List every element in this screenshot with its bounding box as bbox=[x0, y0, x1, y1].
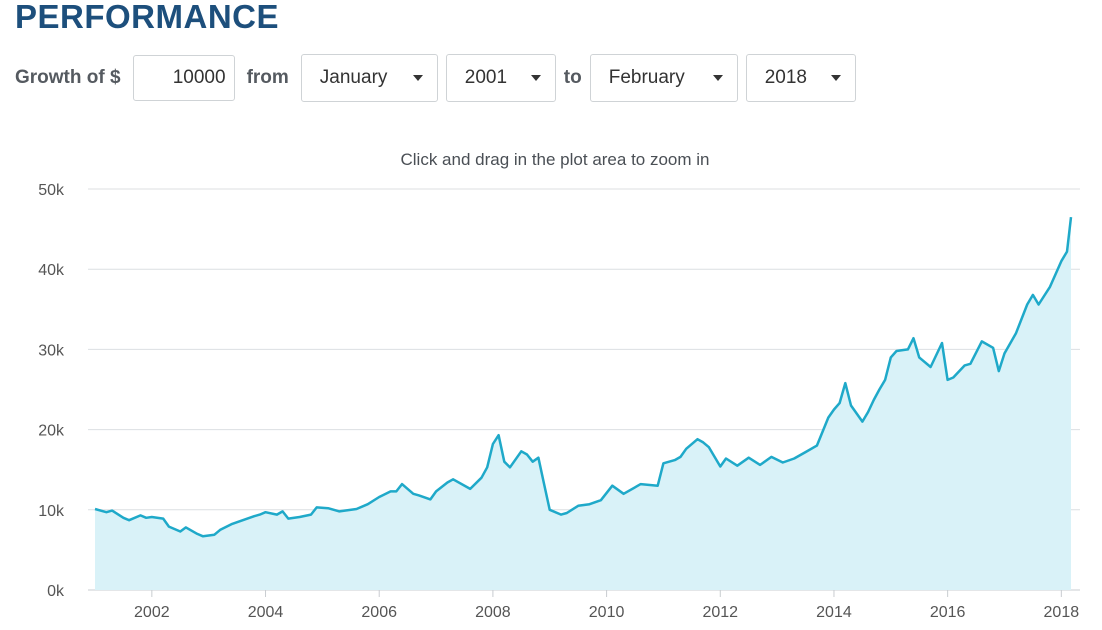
start-year-value: 2001 bbox=[464, 67, 508, 88]
y-tick-label: 10k bbox=[38, 503, 65, 520]
x-tick-label: 2012 bbox=[702, 604, 738, 621]
y-tick-label: 20k bbox=[38, 423, 65, 440]
start-month-value: January bbox=[319, 67, 388, 88]
growth-line bbox=[94, 216, 1073, 538]
end-year-dropdown[interactable]: 2018 bbox=[745, 54, 856, 102]
growth-controls: Growth of $ from January 2001 to Februar… bbox=[15, 53, 856, 103]
x-tick-label: 2008 bbox=[475, 604, 511, 621]
caret-down-icon bbox=[712, 75, 723, 81]
y-tick-label: 50k bbox=[38, 182, 65, 199]
end-month-value: February bbox=[608, 67, 685, 88]
to-label: to bbox=[563, 67, 582, 88]
x-tick-label: 2004 bbox=[248, 604, 284, 621]
y-tick-label: 30k bbox=[38, 342, 65, 359]
y-axis: 0k 10k 20k 30k 40k 50k bbox=[38, 182, 65, 600]
end-month-dropdown[interactable]: February bbox=[589, 54, 738, 102]
start-month-dropdown[interactable]: January bbox=[300, 54, 438, 102]
x-axis: 2002 2004 2006 2008 2010 2012 2014 2016 2018 bbox=[134, 590, 1079, 621]
growth-area bbox=[95, 217, 1071, 590]
y-tick-label: 40k bbox=[38, 262, 65, 279]
start-year-dropdown[interactable]: 2001 bbox=[445, 54, 556, 102]
y-tick-label: 0k bbox=[47, 583, 65, 600]
x-tick-label: 2006 bbox=[361, 604, 397, 621]
caret-down-icon bbox=[412, 75, 423, 81]
from-label: from bbox=[246, 67, 289, 88]
amount-input[interactable] bbox=[132, 55, 235, 101]
page-title: PERFORMANCE bbox=[15, 0, 280, 35]
x-tick-label: 2002 bbox=[134, 604, 170, 621]
x-tick-label: 2018 bbox=[1044, 604, 1080, 621]
caret-down-icon bbox=[530, 75, 541, 81]
zoom-hint: Click and drag in the plot area to zoom … bbox=[400, 150, 710, 169]
x-tick-label: 2016 bbox=[930, 604, 966, 621]
x-tick-label: 2014 bbox=[816, 604, 852, 621]
caret-down-icon bbox=[830, 75, 841, 81]
x-tick-label: 2010 bbox=[589, 604, 625, 621]
end-year-value: 2018 bbox=[764, 67, 808, 88]
growth-label: Growth of $ bbox=[15, 67, 121, 88]
